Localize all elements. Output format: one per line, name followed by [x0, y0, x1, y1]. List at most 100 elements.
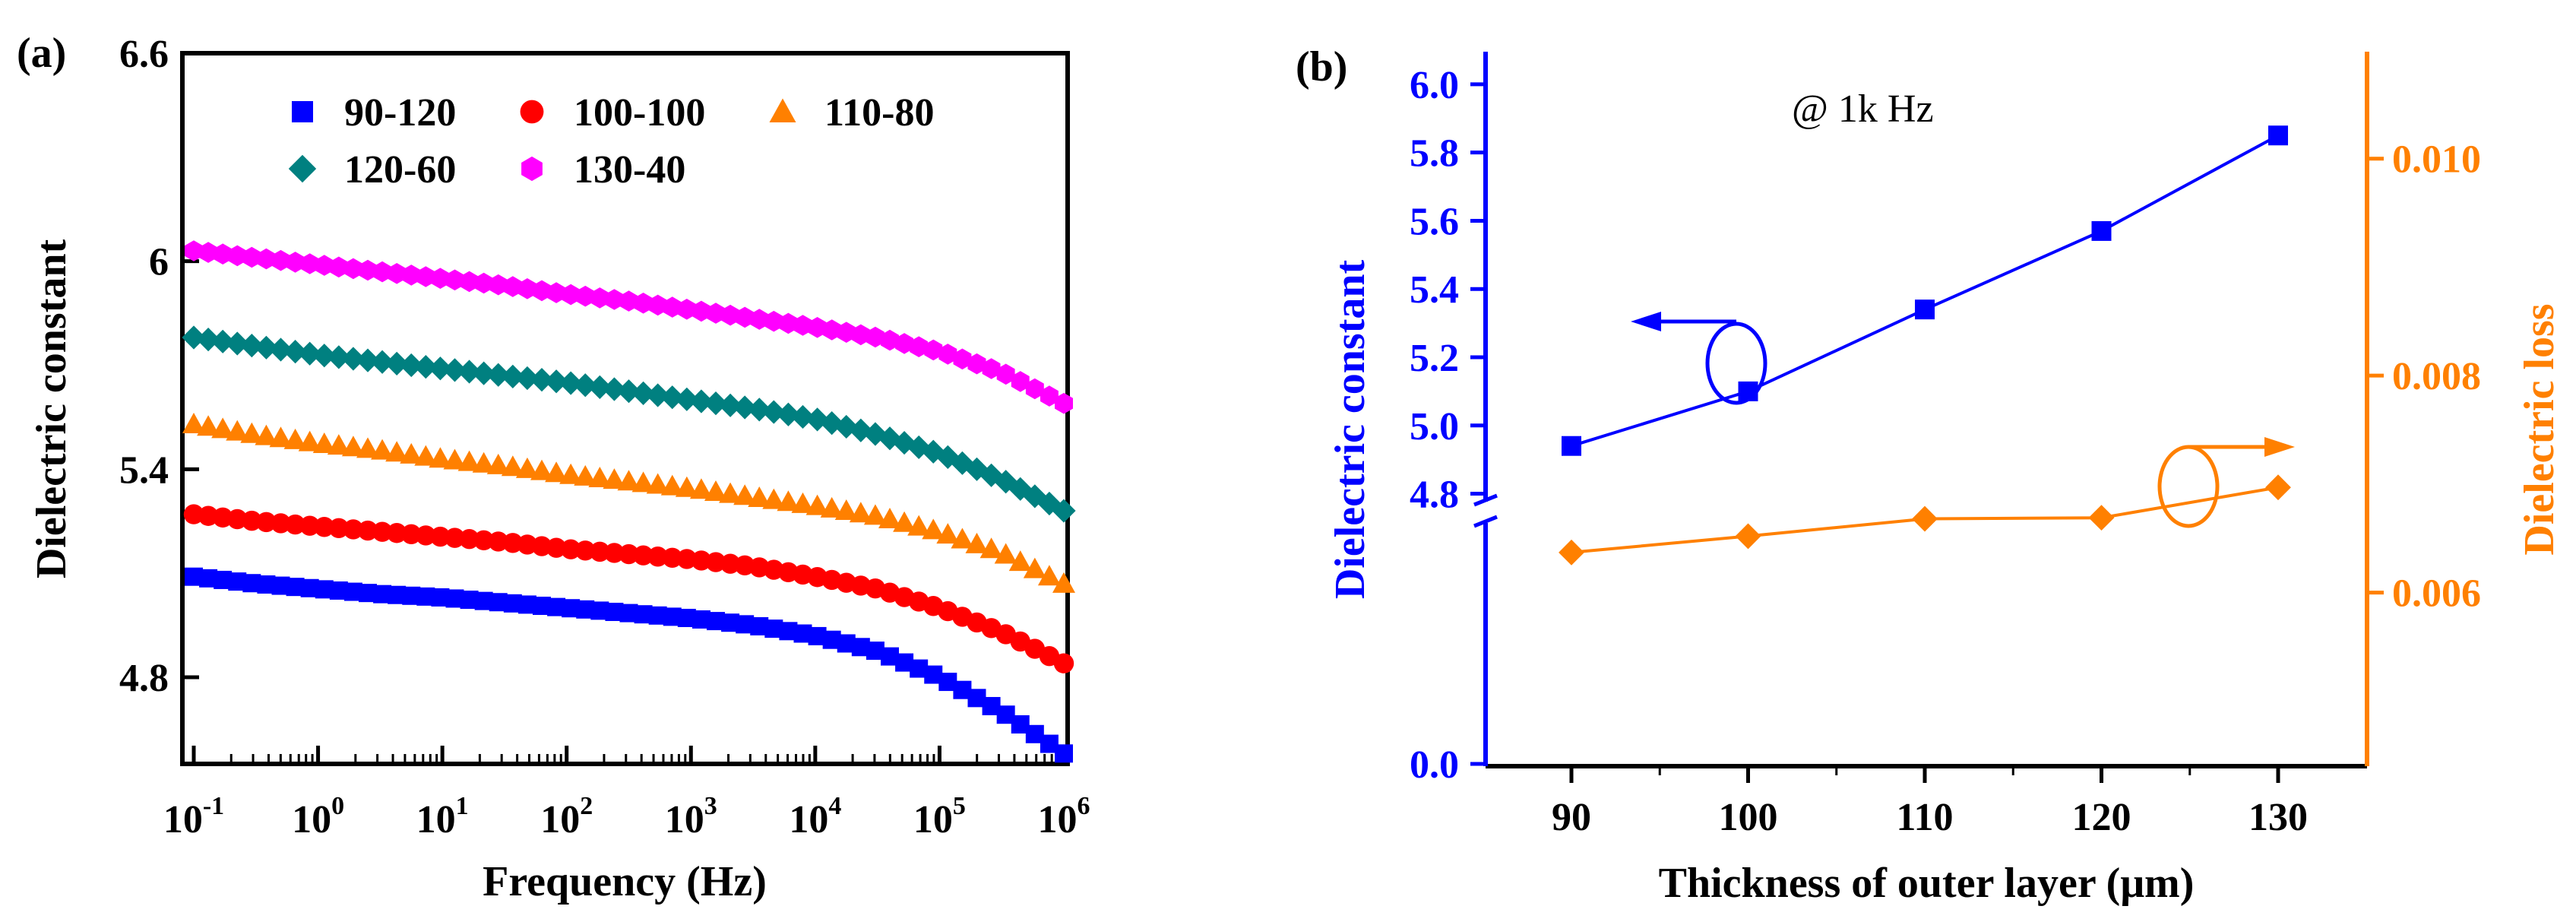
data-point — [255, 424, 278, 445]
data-point — [689, 478, 713, 499]
data-point — [373, 261, 391, 283]
data-point — [878, 507, 901, 528]
data-point — [312, 432, 336, 454]
data-point — [227, 509, 248, 530]
data-point — [515, 366, 540, 391]
y-tick-label: 6.0 — [1410, 64, 1459, 107]
panel-b-label: (b) — [1296, 43, 1347, 90]
data-point — [2265, 474, 2291, 501]
data-point — [720, 553, 741, 574]
data-point — [631, 381, 656, 405]
right-arrow-icon — [2264, 437, 2295, 457]
x-tick-label: 106 — [1038, 792, 1090, 841]
data-point — [314, 517, 334, 537]
y-tick-label: 6 — [149, 241, 169, 284]
data-point — [822, 319, 841, 341]
y-tick-label: 6.6 — [119, 33, 169, 76]
data-point — [1037, 491, 1062, 516]
data-point — [371, 439, 394, 460]
data-point — [631, 471, 655, 493]
data-point — [808, 317, 827, 338]
panel-b: (b) 90 100 110 120 130 0.0 4.8 5.0 5.2 5.4 5.6 5.8 6… — [1296, 43, 2563, 907]
data-point — [1008, 550, 1032, 572]
data-point — [907, 515, 931, 536]
data-point — [400, 442, 423, 464]
panel-b-axis-break-mark — [1473, 493, 1498, 507]
series-dielectric-loss — [1559, 474, 2291, 566]
data-point — [183, 504, 204, 524]
data-point — [895, 333, 913, 354]
data-point — [1735, 523, 1761, 550]
panel-a-x-axis: 10-1 100 101 102 103 104 105 106 — [163, 746, 1090, 841]
data-point — [689, 389, 714, 413]
data-point — [268, 337, 293, 362]
data-point — [240, 422, 264, 443]
data-point — [764, 310, 783, 332]
data-point — [646, 383, 670, 407]
data-point — [518, 278, 536, 299]
data-point — [747, 398, 771, 422]
data-point — [486, 363, 511, 387]
data-point — [633, 545, 653, 566]
data-point — [660, 474, 684, 496]
data-point — [442, 358, 467, 382]
data-point — [588, 467, 612, 488]
data-point — [185, 240, 203, 261]
data-point — [329, 256, 348, 278]
data-point — [2091, 220, 2112, 241]
data-point — [327, 345, 351, 369]
x-tick-label: 100 — [292, 792, 344, 841]
data-point — [269, 426, 293, 448]
data-point — [445, 269, 464, 291]
panel-a-y-axis: 4.8 5.4 6 6.6 — [119, 33, 199, 700]
data-point — [489, 274, 508, 296]
data-point — [863, 504, 887, 525]
data-point — [1053, 653, 1074, 673]
data-point — [951, 528, 974, 549]
x-tick-label: 110 — [1896, 796, 1953, 839]
data-point — [605, 289, 624, 310]
panel-b-y2-label: Dielectric loss — [2516, 303, 2563, 555]
panel-b-ticks: 90 100 110 120 130 0.0 4.8 5.0 5.2 5.4 5.6 5.8 6.0 0.… — [1410, 64, 2481, 839]
data-point — [560, 539, 581, 559]
data-point — [298, 430, 321, 451]
data-point — [634, 293, 653, 314]
data-point — [226, 420, 249, 441]
data-point — [834, 499, 858, 521]
data-point — [328, 518, 350, 539]
y-tick-label: 4.8 — [119, 657, 169, 700]
data-point — [517, 534, 538, 555]
legend-item: 100-100 — [520, 91, 705, 135]
data-point — [733, 484, 757, 505]
panel-a-legend: 90-120 100-100 110-80 120-60 130-40 — [288, 91, 934, 192]
data-point — [924, 339, 943, 361]
series-130-40 — [185, 240, 1073, 414]
data-point — [1052, 499, 1076, 523]
data-point — [662, 547, 682, 569]
data-point — [254, 335, 279, 360]
legend-item: 130-40 — [521, 148, 685, 192]
data-point — [372, 521, 393, 542]
data-point — [472, 361, 496, 385]
data-point — [936, 523, 960, 544]
data-point — [663, 296, 682, 318]
legend-marker — [769, 98, 796, 122]
legend-marker — [292, 101, 313, 122]
data-point — [530, 459, 553, 480]
data-point — [617, 470, 641, 491]
data-point — [257, 248, 276, 270]
data-point — [851, 324, 870, 346]
data-point — [559, 371, 583, 395]
y2-tick-label: 0.008 — [2392, 355, 2481, 398]
data-point — [285, 514, 305, 535]
blue-ellipse — [1705, 322, 1767, 405]
data-point — [474, 272, 493, 294]
data-point — [677, 299, 696, 320]
data-point — [401, 524, 422, 545]
data-point — [530, 368, 554, 392]
data-point — [341, 347, 366, 371]
data-point — [1559, 539, 1584, 566]
data-point — [982, 358, 1001, 379]
data-point — [515, 457, 539, 478]
data-point — [648, 294, 667, 316]
